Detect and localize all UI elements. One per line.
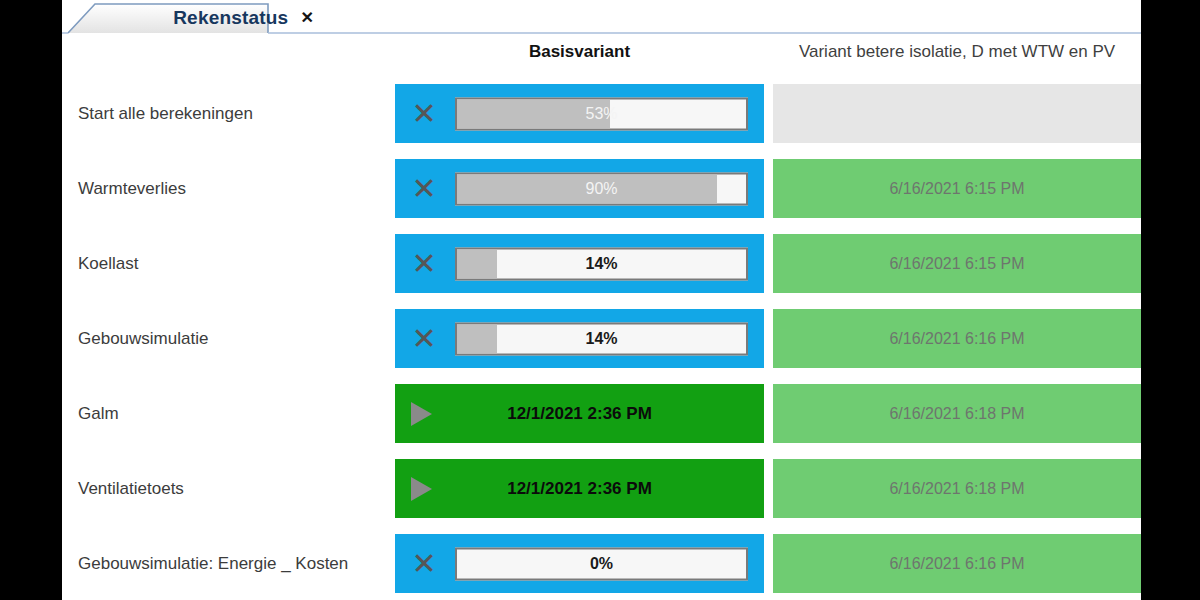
progress-bar: 14% (455, 247, 748, 280)
calc-row: Warmteverlies✕90%6/16/2021 6:15 PM (0, 159, 1200, 218)
cancel-icon[interactable]: ✕ (395, 309, 453, 368)
basisvariant-cell: ✕53% (395, 84, 764, 143)
calc-row: Gebouwsimulatie: Energie _ Kosten✕0%6/16… (0, 534, 1200, 593)
calc-row: Galm 12/1/2021 2:36 PM6/16/2021 6:18 PM (0, 384, 1200, 443)
variant-completed-date: 6/16/2021 6:15 PM (773, 234, 1141, 293)
rekenstatus-panel: Rekenstatus ✕ Basisvariant Variant beter… (0, 0, 1200, 600)
calc-row: Start alle berekeningen ✕53% (0, 84, 1200, 143)
variant-cell: 6/16/2021 6:15 PM (773, 234, 1141, 293)
tab-rekenstatus[interactable]: Rekenstatus ✕ (157, 3, 330, 33)
basisvariant-cell: 12/1/2021 2:36 PM (395, 459, 764, 518)
cancel-icon[interactable]: ✕ (395, 234, 453, 293)
right-letterbox (1141, 0, 1200, 600)
variant-completed-date: 6/16/2021 6:15 PM (773, 159, 1141, 218)
calc-row-label: Start alle berekeningen (78, 84, 253, 143)
calc-row-label: Koellast (78, 234, 138, 293)
tab-strip: Rekenstatus ✕ (62, 0, 1141, 36)
basisvariant-cell: ✕14% (395, 234, 764, 293)
basisvariant-cell: ✕0% (395, 534, 764, 593)
calc-row-label: Gebouwsimulatie (78, 309, 208, 368)
basis-completed-date: 12/1/2021 2:36 PM (395, 384, 764, 443)
column-header-basisvariant: Basisvariant (395, 42, 764, 64)
cancel-icon[interactable]: ✕ (395, 84, 453, 143)
calc-row-label: Ventilatietoets (78, 459, 184, 518)
cancel-icon[interactable]: ✕ (395, 534, 453, 593)
column-header-variant: Variant betere isolatie, D met WTW en PV (773, 42, 1141, 64)
cancel-icon[interactable]: ✕ (395, 159, 453, 218)
progress-bar: 53% (455, 97, 748, 130)
tab-title: Rekenstatus (173, 7, 288, 29)
progress-percent-label: 0% (457, 549, 746, 578)
variant-completed-date: 6/16/2021 6:18 PM (773, 459, 1141, 518)
variant-pending-cell (773, 84, 1141, 143)
variant-completed-date: 6/16/2021 6:18 PM (773, 384, 1141, 443)
progress-bar: 14% (455, 322, 748, 355)
variant-completed-date: 6/16/2021 6:16 PM (773, 309, 1141, 368)
progress-percent-label: 53% (457, 99, 746, 128)
calc-row-label: Gebouwsimulatie: Energie _ Kosten (78, 534, 348, 593)
calc-row-label: Galm (78, 384, 119, 443)
calc-row: Koellast✕14%6/16/2021 6:15 PM (0, 234, 1200, 293)
variant-cell: 6/16/2021 6:18 PM (773, 459, 1141, 518)
variant-cell: 6/16/2021 6:18 PM (773, 384, 1141, 443)
progress-percent-label: 14% (457, 324, 746, 353)
progress-bar: 0% (455, 547, 748, 580)
variant-completed-date: 6/16/2021 6:16 PM (773, 534, 1141, 593)
calc-row: Gebouwsimulatie✕14%6/16/2021 6:16 PM (0, 309, 1200, 368)
calc-row: Ventilatietoets 12/1/2021 2:36 PM6/16/202… (0, 459, 1200, 518)
basisvariant-cell: ✕90% (395, 159, 764, 218)
progress-bar: 90% (455, 172, 748, 205)
basis-completed-date: 12/1/2021 2:36 PM (395, 459, 764, 518)
progress-percent-label: 14% (457, 249, 746, 278)
basisvariant-cell: 12/1/2021 2:36 PM (395, 384, 764, 443)
variant-cell: 6/16/2021 6:16 PM (773, 309, 1141, 368)
tab-close-icon[interactable]: ✕ (300, 10, 313, 26)
progress-percent-label: 90% (457, 174, 746, 203)
variant-cell: 6/16/2021 6:16 PM (773, 534, 1141, 593)
variant-cell: 6/16/2021 6:15 PM (773, 159, 1141, 218)
calc-row-label: Warmteverlies (78, 159, 186, 218)
basisvariant-cell: ✕14% (395, 309, 764, 368)
